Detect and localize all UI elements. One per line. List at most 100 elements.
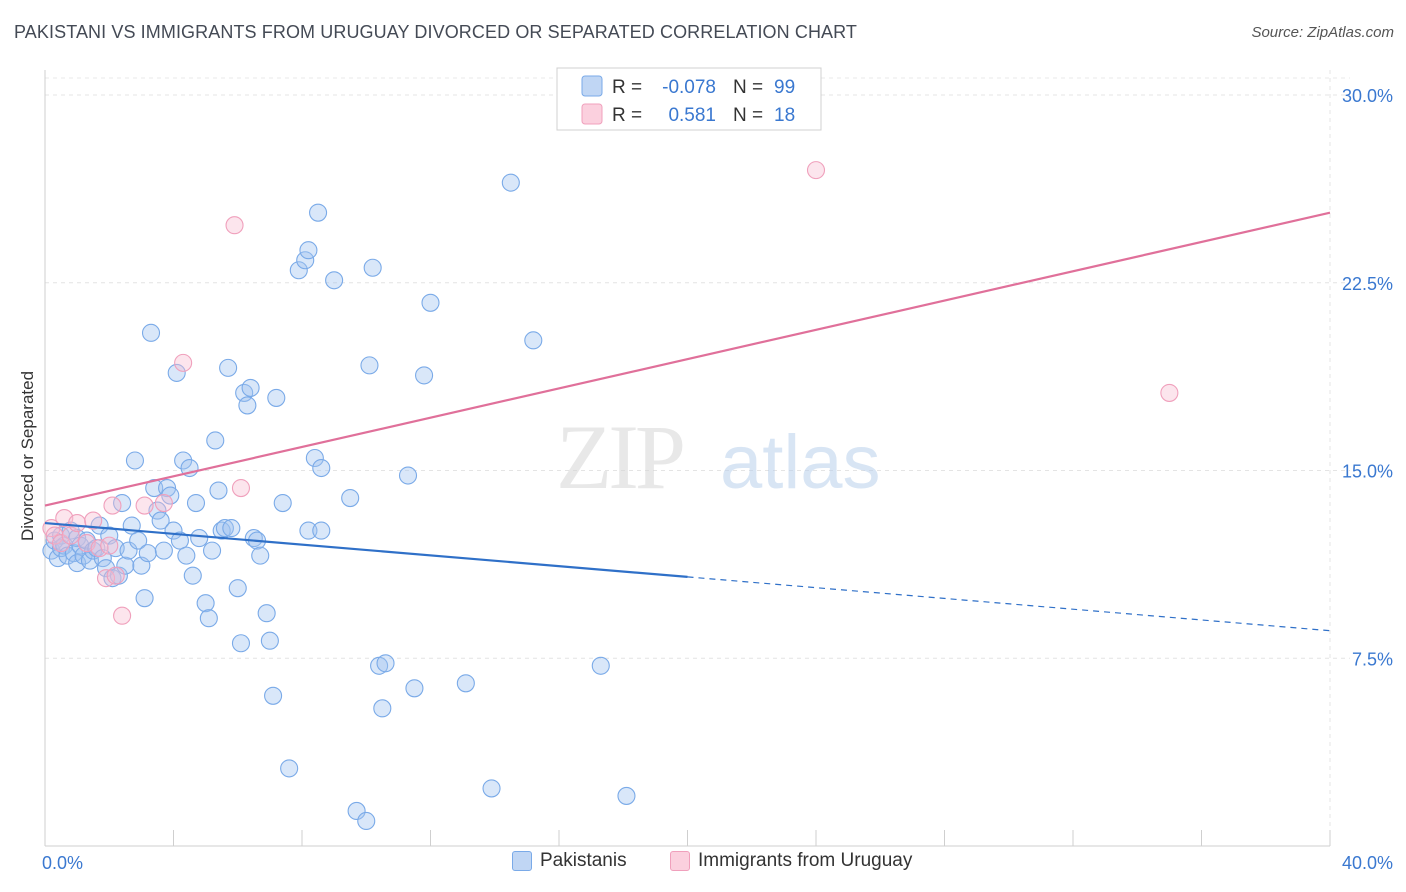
point-0-68	[264, 686, 283, 705]
legend-item-pakistanis: Pakistanis	[512, 850, 627, 872]
trend-lines	[44, 211, 1331, 632]
legend-item-uruguay: Immigrants from Uruguay	[670, 850, 912, 872]
y-axis-label: Divorced or Separated	[18, 371, 37, 541]
y-tick-label-2: 22.5%	[1342, 274, 1393, 294]
legend-swatch-pakistanis	[581, 75, 603, 97]
point-0-82	[347, 801, 366, 821]
point-0-96	[524, 331, 543, 350]
legend-label-pakistanis: Pakistanis	[540, 850, 627, 871]
point-0-47	[186, 494, 206, 513]
point-0-98	[617, 786, 636, 805]
point-0-92	[421, 293, 440, 312]
legend-r-label-1: R =	[612, 105, 642, 126]
point-1-12	[106, 566, 125, 585]
point-0-51	[203, 541, 222, 560]
point-0-65	[251, 546, 270, 565]
point-1-2	[52, 534, 71, 553]
point-1-16	[174, 353, 193, 372]
point-0-33	[141, 323, 161, 342]
axes	[44, 70, 1331, 847]
point-0-42	[170, 531, 189, 550]
point-0-84	[360, 356, 379, 375]
legend-n-value-1: 18	[774, 105, 795, 126]
watermark-atlas: atlas	[720, 420, 881, 505]
point-0-50	[199, 609, 218, 628]
point-0-69	[267, 388, 286, 407]
point-0-95	[501, 173, 520, 192]
legend-label-uruguay: Immigrants from Uruguay	[698, 850, 913, 871]
point-0-97	[591, 656, 610, 675]
point-1-18	[231, 478, 251, 498]
point-0-87	[373, 699, 392, 718]
legend-swatch-pakistanis-bottom	[512, 851, 532, 871]
series-legend: Pakistanis Immigrants from Uruguay	[0, 850, 1406, 880]
point-1-7	[84, 511, 103, 530]
point-1-5	[68, 514, 87, 533]
x-tick-label-1: 40.0%	[1342, 853, 1393, 873]
point-0-62	[241, 378, 260, 397]
point-1-20	[1160, 383, 1179, 402]
point-0-29	[129, 531, 148, 550]
point-0-93	[456, 674, 475, 693]
point-1-17	[225, 216, 244, 235]
point-0-76	[305, 448, 324, 468]
point-0-3	[52, 526, 71, 545]
point-0-59	[231, 634, 251, 653]
point-0-61	[238, 396, 257, 415]
y-tick-labels: 7.5% 15.0% 22.5% 30.0%	[1342, 86, 1393, 669]
point-0-25	[116, 556, 135, 575]
point-0-57	[222, 519, 241, 538]
legend-swatch-uruguay-bottom	[670, 851, 690, 871]
point-0-41	[167, 363, 186, 382]
trend-line-0	[44, 521, 688, 578]
point-0-32	[138, 544, 157, 563]
legend-r-value-1: 0.581	[668, 105, 716, 126]
point-0-79	[312, 521, 331, 540]
legend-r-label-0: R =	[612, 77, 642, 98]
point-1-13	[113, 606, 132, 625]
legend-n-label-1: N =	[733, 105, 763, 126]
point-0-75	[299, 521, 318, 540]
point-0-80	[325, 271, 344, 290]
point-0-36	[151, 511, 170, 530]
point-0-56	[219, 358, 238, 377]
point-0-81	[341, 489, 360, 508]
point-0-78	[312, 458, 331, 478]
y-tick-label-0: 7.5%	[1352, 649, 1393, 669]
point-1-15	[154, 494, 173, 513]
point-1-11	[103, 496, 122, 515]
source-label: Source: ZipAtlas.com	[1251, 24, 1394, 41]
point-0-58	[228, 579, 247, 598]
watermark-zip: ZIP	[556, 406, 683, 508]
trend-line-1	[44, 211, 1331, 507]
point-0-37	[154, 541, 173, 560]
y-tick-label-3: 30.0%	[1342, 86, 1393, 106]
point-1-10	[100, 536, 119, 555]
point-0-46	[183, 566, 202, 585]
point-0-85	[363, 258, 382, 277]
point-0-63	[244, 529, 263, 548]
point-0-88	[376, 654, 395, 673]
point-0-70	[273, 494, 292, 513]
point-0-26	[119, 541, 138, 560]
legend-n-value-0: 99	[774, 77, 795, 98]
point-0-52	[206, 431, 225, 450]
point-0-53	[209, 481, 228, 500]
point-0-74	[299, 241, 318, 260]
legend-n-label-0: N =	[733, 77, 763, 98]
point-0-71	[280, 759, 299, 778]
point-0-28	[125, 451, 144, 470]
point-1-1	[45, 526, 64, 545]
point-0-49	[196, 594, 215, 613]
watermark: ZIP atlas	[556, 406, 881, 508]
point-1-14	[135, 496, 154, 515]
point-0-39	[161, 486, 180, 505]
point-0-77	[309, 203, 328, 222]
point-0-44	[177, 546, 196, 565]
chart-title: PAKISTANI VS IMMIGRANTS FROM URUGUAY DIV…	[14, 22, 858, 42]
point-0-72	[289, 261, 308, 280]
correlation-legend: R = -0.078 N = 99 R = 0.581 N = 18	[556, 67, 822, 131]
series-pakistanis-points	[42, 173, 636, 831]
point-0-55	[215, 519, 234, 538]
point-0-94	[482, 779, 501, 798]
